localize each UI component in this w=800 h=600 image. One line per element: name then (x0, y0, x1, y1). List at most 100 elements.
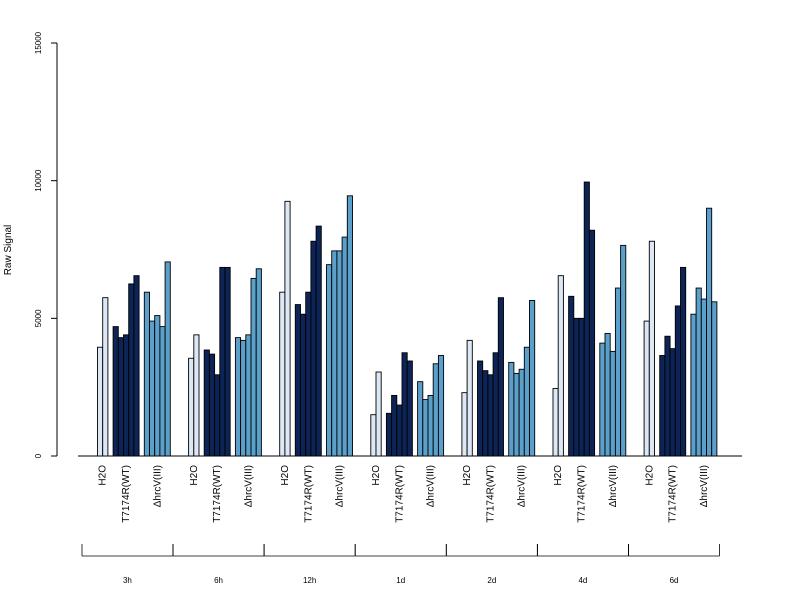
bar-6h-t7174r-wt-5 (224, 266, 231, 457)
bar-6d-hrcv-iii-4 (706, 207, 713, 457)
bar-12h-hrcv-iii-4 (341, 236, 348, 457)
bar-2d-hrcv-iii-3 (518, 368, 525, 457)
y-tick-label: 15000 (34, 31, 43, 54)
bar-12h-hrcv-iii-5 (346, 195, 353, 457)
treatment-label: ΔhrcV(III) (243, 465, 254, 507)
treatment-label: ΔhrcV(III) (699, 465, 710, 507)
bar-1d-hrcv-iii-3 (427, 394, 434, 457)
bar-2d-h2o-1 (461, 392, 468, 457)
bar-3h-hrcv-iii-1 (143, 291, 150, 457)
bar-6h-t7174r-wt-2 (208, 353, 216, 457)
timepoint-label: 4d (578, 576, 587, 585)
bar-6d-t7174r-wt-2 (664, 335, 671, 457)
bar-1d-t7174r-wt-1 (385, 412, 393, 457)
timepoint-label: 3h (123, 576, 132, 585)
bar-3h-t7174r-wt-3 (123, 334, 130, 457)
bar-6h-hrcv-iii-5 (255, 268, 262, 457)
bar-3h-h2o-2 (102, 297, 109, 457)
bar-2d-hrcv-iii-5 (529, 299, 536, 457)
bar-6h-hrcv-iii-4 (250, 277, 257, 457)
bar-3h-t7174r-wt-1 (112, 326, 119, 457)
bar-3h-hrcv-iii-2 (149, 320, 156, 457)
y-axis-title: Raw Signal (3, 225, 14, 276)
treatment-label: H2O (280, 465, 291, 486)
timepoint-label: 1d (396, 576, 405, 585)
bar-12h-h2o-1 (279, 291, 286, 457)
treatment-label: H2O (644, 465, 655, 486)
bar-12h-t7174r-wt-1 (294, 304, 301, 457)
treatment-label: ΔhrcV(III) (608, 465, 619, 507)
bar-3h-t7174r-wt-4 (128, 283, 135, 457)
bar-12h-hrcv-iii-1 (326, 264, 333, 457)
bar-3h-hrcv-iii-3 (154, 315, 161, 457)
bar-4d-h2o-2 (557, 275, 564, 457)
bar-1d-hrcv-iii-1 (417, 381, 424, 457)
bar-2d-t7174r-wt-4 (492, 352, 499, 457)
bar-1d-h2o-1 (370, 414, 377, 457)
treatment-label: ΔhrcV(III) (335, 465, 346, 507)
bar-6d-t7174r-wt-3 (669, 348, 676, 457)
bar-2d-t7174r-wt-2 (482, 370, 489, 457)
bar-6h-t7174r-wt-3 (214, 374, 221, 457)
bar-3h-hrcv-iii-4 (159, 326, 166, 457)
bar-4d-t7174r-wt-3 (578, 317, 585, 457)
bar-4d-h2o-1 (552, 388, 559, 457)
bar-2d-t7174r-wt-1 (477, 360, 484, 457)
bar-4d-t7174r-wt-4 (583, 181, 590, 457)
bar-2d-t7174r-wt-3 (487, 374, 494, 457)
bar-6h-hrcv-iii-2 (240, 339, 247, 457)
treatment-label: H2O (553, 465, 564, 486)
treatment-label: H2O (98, 465, 109, 486)
bar-1d-h2o-2 (375, 371, 382, 457)
treatment-label: ΔhrcV(III) (426, 465, 437, 507)
bar-1d-t7174r-wt-3 (396, 404, 403, 457)
bar-6d-t7174r-wt-4 (674, 305, 681, 457)
bar-12h-t7174r-wt-5 (315, 225, 322, 457)
bar-3h-h2o-1 (97, 346, 104, 457)
bar-2d-hrcv-iii-2 (513, 372, 520, 457)
treatment-label: T7174R(WT) (577, 465, 588, 523)
y-tick-label: 5000 (34, 309, 43, 327)
bar-1d-t7174r-wt-4 (401, 352, 408, 457)
bar-3h-hrcv-iii-5 (164, 261, 171, 457)
bar-6h-hrcv-iii-3 (245, 334, 252, 457)
bar-1d-hrcv-iii-5 (437, 355, 445, 457)
bar-4d-t7174r-wt-1 (568, 295, 575, 457)
treatment-labels: H2O T7174R(WT) ΔhrcV(III) H2O T7174R(WT) Δhrc… (98, 465, 710, 523)
timepoint-label: 6d (670, 576, 679, 585)
bar-12h-hrcv-iii-2 (331, 250, 338, 457)
treatment-label: T7174R(WT) (394, 465, 405, 523)
y-tick-label: 0 (34, 453, 43, 458)
timepoint-brackets: 3h 6h 12h 1d 2d 4d 6d (81, 544, 720, 585)
bar-1d-t7174r-wt-5 (406, 360, 413, 457)
bar-3h-t7174r-wt-2 (117, 337, 124, 457)
bar-4d-hrcv-iii-2 (604, 333, 611, 457)
treatment-label: T7174R(WT) (212, 465, 223, 523)
bar-6d-h2o-1 (643, 320, 650, 457)
bar-12h-hrcv-iii-3 (336, 250, 343, 457)
bar-1d-hrcv-iii-4 (432, 363, 439, 457)
bar-1d-hrcv-iii-2 (422, 399, 429, 457)
treatment-label: T7174R(WT) (121, 465, 132, 523)
bar-4d-t7174r-wt-5 (588, 229, 596, 457)
bar-2d-hrcv-iii-1 (508, 361, 515, 457)
bar-6d-hrcv-iii-2 (695, 287, 702, 457)
bar-12h-t7174r-wt-3 (305, 291, 312, 457)
bar-2d-hrcv-iii-4 (523, 346, 530, 457)
bar-12h-t7174r-wt-4 (310, 240, 317, 457)
bar-6h-t7174r-wt-1 (203, 349, 210, 457)
bar-6h-h2o-2 (193, 334, 200, 457)
bar-4d-hrcv-iii-3 (609, 350, 616, 457)
bar-6d-t7174r-wt-1 (659, 355, 666, 457)
treatment-label: ΔhrcV(III) (152, 465, 163, 507)
bar-6d-hrcv-iii-3 (700, 298, 707, 457)
treatment-label: T7174R(WT) (303, 465, 314, 523)
bar-4d-hrcv-iii-5 (620, 244, 627, 457)
bar-12h-t7174r-wt-2 (300, 313, 307, 457)
bar-1d-t7174r-wt-2 (391, 394, 398, 457)
treatment-label: H2O (371, 465, 382, 486)
bar-6d-hrcv-iii-1 (690, 313, 697, 457)
treatment-label: T7174R(WT) (668, 465, 679, 523)
timepoint-label: 6h (214, 576, 223, 585)
